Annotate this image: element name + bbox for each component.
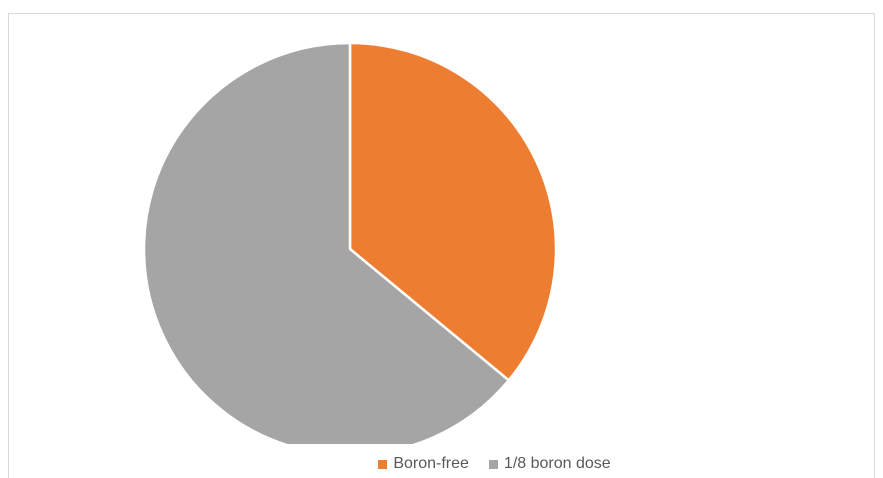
legend-swatch-boron-dose bbox=[489, 460, 498, 469]
pie-slices bbox=[144, 43, 556, 444]
legend-label-boron-dose: 1/8 boron dose bbox=[504, 455, 611, 473]
pie-chart bbox=[9, 14, 876, 444]
legend-label-boron-free: Boron-free bbox=[393, 455, 469, 473]
legend-swatch-boron-free bbox=[378, 460, 387, 469]
legend-item-boron-dose: 1/8 boron dose bbox=[489, 455, 611, 473]
legend-item-boron-free: Boron-free bbox=[378, 455, 469, 473]
chart-area: Boron-free 1/8 boron dose bbox=[8, 13, 875, 478]
legend: Boron-free 1/8 boron dose bbox=[9, 455, 874, 473]
